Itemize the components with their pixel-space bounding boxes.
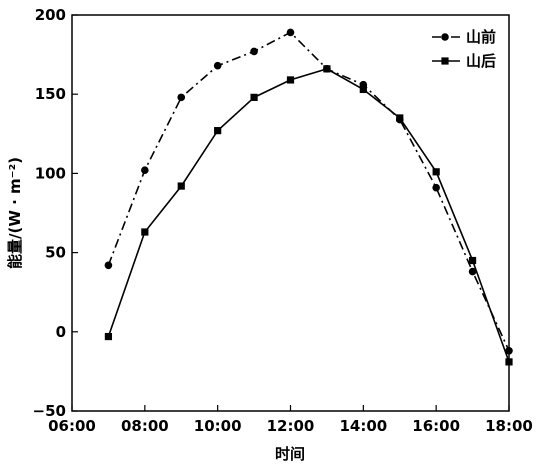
- legend-marker-2: [441, 57, 449, 65]
- series-1-point: [213, 61, 222, 70]
- x-axis-title: 时间: [275, 445, 305, 463]
- series-1-point: [432, 183, 440, 192]
- x-axis-ticks: 06:00 08:00 10:00 12:00 14:00 16:00 18:00: [48, 405, 533, 435]
- x-tick-label: 14:00: [339, 417, 387, 435]
- y-tick-label: 150: [35, 85, 66, 103]
- series-2-point: [432, 168, 440, 176]
- series-2-point: [214, 127, 222, 135]
- legend-label-2: 山后: [466, 52, 496, 70]
- x-tick-label: 12:00: [267, 417, 315, 435]
- y-tick-label: −50: [33, 402, 66, 420]
- legend-marker-1: [441, 33, 449, 41]
- y-axis-title: 能量/(W · m⁻²): [6, 157, 24, 269]
- series-2-point: [286, 76, 295, 84]
- x-tick-label: 10:00: [194, 417, 242, 435]
- series-2-point: [104, 332, 113, 341]
- series-1-point: [177, 93, 186, 102]
- series-2-point: [141, 228, 149, 236]
- legend-label-1: 山前: [466, 28, 496, 46]
- y-tick-label: 50: [45, 244, 66, 262]
- series-2-point: [359, 85, 367, 94]
- series-layer: [104, 28, 513, 366]
- series-line-1: [107, 31, 510, 352]
- series-2-point: [396, 114, 404, 122]
- series-2-point: [177, 182, 185, 190]
- series-2-point: [468, 256, 477, 265]
- series-2-point: [505, 358, 513, 366]
- y-tick-label: 0: [56, 323, 66, 341]
- plot-frame: [71, 14, 510, 412]
- x-tick-label: 18:00: [485, 417, 533, 435]
- series-1-point: [250, 47, 258, 56]
- series-line-2: [107, 68, 510, 363]
- y-tick-label: 100: [35, 164, 66, 182]
- series-2-point: [323, 65, 331, 73]
- x-tick-label: 16:00: [412, 417, 460, 435]
- y-tick-label: 200: [35, 6, 66, 24]
- series-1-point: [468, 267, 477, 276]
- series-2-point: [250, 93, 258, 101]
- series-1-point: [286, 28, 295, 37]
- series-1-point: [141, 166, 149, 175]
- series-1-point: [505, 347, 513, 355]
- series-1-point: [104, 261, 113, 270]
- x-tick-label: 08:00: [121, 417, 169, 435]
- y-axis-ticks: −50 0 50 100 150 200: [33, 6, 78, 420]
- x-tick-label: 06:00: [48, 417, 96, 435]
